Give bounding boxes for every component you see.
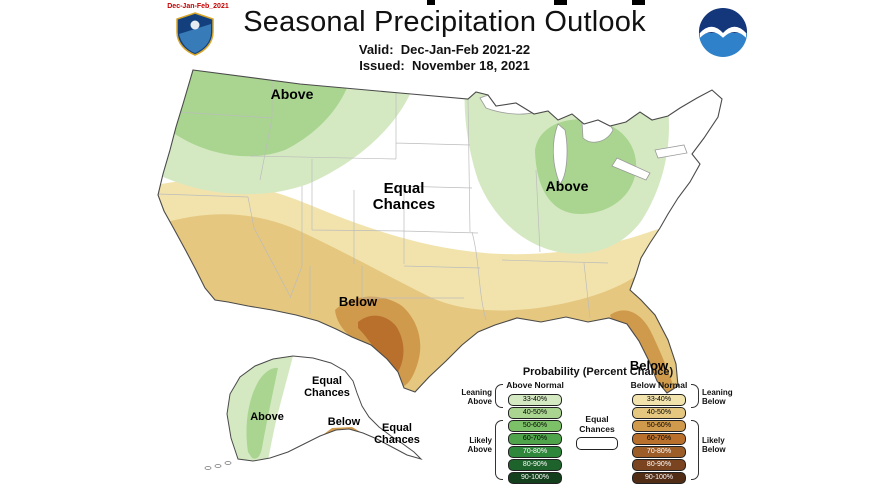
above-normal-header: Above Normal — [506, 380, 564, 390]
label-ak-equal1-line2: Chances — [304, 387, 350, 399]
likely-below-label: Likely Below — [702, 436, 726, 454]
label-above-northwest: Above — [271, 86, 314, 102]
label-equal-chances-line1: Equal — [384, 180, 425, 197]
conus-outline — [157, 69, 723, 394]
equal-chances-swatch — [576, 437, 618, 450]
legend-swatch: 33-40% — [508, 394, 562, 406]
legend-swatch: 70-80% — [632, 446, 686, 458]
label-ak-equal1-line1: Equal — [312, 375, 342, 387]
legend-swatch: 33-40% — [632, 394, 686, 406]
lake-erie — [611, 157, 651, 181]
lake-michigan — [552, 123, 568, 185]
label-above-greatlakes: Above — [546, 178, 589, 194]
likely-below-bracket — [691, 420, 699, 480]
legend-swatch: 60-70% — [508, 433, 562, 445]
region-ak-above-dark — [246, 367, 278, 459]
label-ak-equal2-line2: Chances — [374, 434, 420, 446]
leaning-above-label: Leaning Above — [461, 388, 492, 406]
page-title: Seasonal Precipitation Outlook — [243, 6, 646, 38]
region-below-texas-core — [358, 315, 404, 376]
legend-above-brackets: Leaning Above Likely Above — [440, 380, 504, 492]
legend-below-brackets: Leaning Below Likely Below — [690, 380, 754, 492]
legend-swatch: 60-70% — [632, 433, 686, 445]
legend-swatch: 50-60% — [508, 420, 562, 432]
legend-swatch: 90-100% — [508, 472, 562, 484]
legend-title: Probability (Percent Chance) — [522, 366, 674, 378]
period-stamp: Dec-Jan-Feb_2021 — [167, 3, 229, 10]
leaning-below-label: Leaning Below — [702, 388, 733, 406]
aleutian-islands — [204, 461, 232, 470]
validity-block: Valid: Dec-Jan-Feb 2021-22 Issued: Novem… — [0, 42, 889, 74]
below-normal-header: Below Normal — [630, 380, 688, 390]
noaa-logo-icon — [698, 7, 748, 62]
legend-swatch: 80-90% — [508, 459, 562, 471]
leaning-below-bracket — [691, 384, 699, 408]
legend-swatch: 70-80% — [508, 446, 562, 458]
legend-swatch: 90-100% — [632, 472, 686, 484]
label-below-florida: Below — [630, 358, 669, 373]
likely-above-label: Likely Above — [467, 436, 492, 454]
legend-below-column: Below Normal 33-40% 40-50% 50-60% 60-70% 70-… — [628, 380, 690, 485]
legend-swatch: 80-90% — [632, 459, 686, 471]
cropped-artifact — [554, 0, 567, 5]
legend-above-column: Above Normal 33-40% 40-50% 50-60% 60-70% 70-… — [504, 380, 566, 485]
label-ak-above: Above — [250, 411, 284, 423]
lake-ontario — [654, 144, 688, 159]
alaska-outline — [226, 355, 423, 462]
label-below-texas: Below — [339, 294, 378, 309]
above-pill-list: 33-40% 40-50% 50-60% 60-70% 70-80% 80-90% 90-1… — [504, 393, 566, 485]
legend-swatch: 40-50% — [508, 407, 562, 419]
likely-above-bracket — [495, 420, 503, 480]
valid-line: Valid: Dec-Jan-Feb 2021-22 — [358, 42, 531, 57]
legend-swatch: 50-60% — [632, 420, 686, 432]
label-equal-chances-line2: Chances — [373, 196, 436, 213]
nws-logo-icon — [175, 12, 215, 61]
state-boundaries — [158, 76, 609, 321]
issued-line: Issued: November 18, 2021 — [359, 58, 530, 73]
label-ak-below: Below — [328, 416, 361, 428]
cropped-artifact — [632, 0, 645, 5]
label-ak-equal2-line1: Equal — [382, 422, 412, 434]
legend-equal-chances: Equal Chances — [566, 380, 628, 450]
equal-chances-label: Equal Chances — [579, 414, 615, 434]
leaning-above-bracket — [495, 384, 503, 408]
legend-swatch: 40-50% — [632, 407, 686, 419]
probability-legend: Probability (Percent Chance) Leaning Abov… — [440, 366, 756, 492]
cropped-artifact — [427, 0, 435, 5]
below-pill-list: 33-40% 40-50% 50-60% 60-70% 70-80% 80-90% 90-1… — [628, 393, 690, 485]
